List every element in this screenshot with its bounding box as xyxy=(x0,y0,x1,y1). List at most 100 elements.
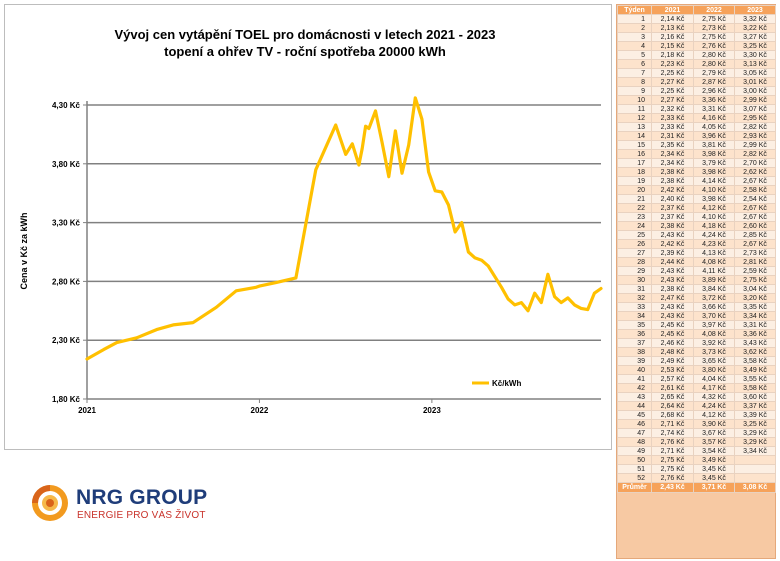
price-cell: 2,76 Kč xyxy=(693,41,735,51)
price-cell: 2,27 Kč xyxy=(651,77,694,87)
price-cell: 2,37 Kč xyxy=(651,203,694,213)
week-cell: 12 xyxy=(617,113,652,123)
price-cell: 3,57 Kč xyxy=(693,437,735,447)
table-row: 7 2,25 Kč 2,79 Kč 3,05 Kč xyxy=(617,68,776,78)
price-cell: 2,73 Kč xyxy=(734,248,776,258)
price-cell: 3,79 Kč xyxy=(693,158,735,168)
price-cell: 2,35 Kč xyxy=(651,140,694,150)
price-cell: 3,36 Kč xyxy=(693,95,735,105)
price-cell: 3,81 Kč xyxy=(693,140,735,150)
table-row: 22 2,37 Kč 4,12 Kč 2,67 Kč xyxy=(617,203,776,213)
price-cell: 2,38 Kč xyxy=(651,167,694,177)
price-cell: 4,24 Kč xyxy=(693,401,735,411)
price-cell: 2,61 Kč xyxy=(651,383,694,393)
price-cell: 3,89 Kč xyxy=(693,275,735,285)
price-cell: 2,15 Kč xyxy=(651,41,694,51)
price-cell: 4,08 Kč xyxy=(693,257,735,267)
price-cell: 2,70 Kč xyxy=(734,158,776,168)
table-row: 48 2,76 Kč 3,57 Kč 3,29 Kč xyxy=(617,437,776,447)
week-cell: 19 xyxy=(617,176,652,186)
table-row: 23 2,37 Kč 4,10 Kč 2,67 Kč xyxy=(617,212,776,222)
price-cell: 2,81 Kč xyxy=(734,257,776,267)
price-cell: 4,11 Kč xyxy=(693,266,735,276)
table-row: 9 2,25 Kč 2,96 Kč 3,00 Kč xyxy=(617,86,776,96)
series-line-0 xyxy=(85,96,603,361)
table-row: 44 2,64 Kč 4,24 Kč 3,37 Kč xyxy=(617,401,776,411)
price-cell: 3,37 Kč xyxy=(734,401,776,411)
price-cell: 2,95 Kč xyxy=(734,113,776,123)
week-cell: 40 xyxy=(617,365,652,375)
price-cell: 2,99 Kč xyxy=(734,140,776,150)
price-cell: 3,34 Kč xyxy=(734,446,776,456)
price-cell: 3,43 Kč xyxy=(734,338,776,348)
week-cell: 42 xyxy=(617,383,652,393)
week-cell: 4 xyxy=(617,41,652,51)
table-row: 33 2,43 Kč 3,66 Kč 3,35 Kč xyxy=(617,302,776,312)
price-cell: 3,45 Kč xyxy=(693,473,735,483)
legend-label: Kč/kWh xyxy=(492,379,521,388)
week-cell: 25 xyxy=(617,230,652,240)
week-cell: 48 xyxy=(617,437,652,447)
price-cell: 2,67 Kč xyxy=(734,239,776,249)
header-2022: 2022 xyxy=(693,5,735,15)
price-cell: 2,76 Kč xyxy=(651,473,694,483)
price-cell: 2,47 Kč xyxy=(651,293,694,303)
axes xyxy=(83,101,601,403)
price-cell: 4,10 Kč xyxy=(693,185,735,195)
price-cell: 3,04 Kč xyxy=(734,284,776,294)
price-cell: 2,25 Kč xyxy=(651,68,694,78)
price-cell: 2,75 Kč xyxy=(734,275,776,285)
week-cell: 14 xyxy=(617,131,652,141)
x-tick-label: 2021 xyxy=(78,406,96,415)
price-cell xyxy=(734,473,776,483)
price-cell: 2,53 Kč xyxy=(651,365,694,375)
week-cell: 33 xyxy=(617,302,652,312)
price-cell: 4,32 Kč xyxy=(693,392,735,402)
week-cell: 20 xyxy=(617,185,652,195)
price-cell: 2,75 Kč xyxy=(693,32,735,42)
table-row: 24 2,38 Kč 4,18 Kč 2,60 Kč xyxy=(617,221,776,231)
price-cell: 2,40 Kč xyxy=(651,194,694,204)
week-cell: 39 xyxy=(617,356,652,366)
price-cell: 2,42 Kč xyxy=(651,239,694,249)
table-row: 50 2,75 Kč 3,49 Kč xyxy=(617,455,776,465)
price-cell: 3,49 Kč xyxy=(693,455,735,465)
week-cell: 34 xyxy=(617,311,652,321)
x-tick-label: 2023 xyxy=(423,406,441,415)
table-row: 8 2,27 Kč 2,87 Kč 3,01 Kč xyxy=(617,77,776,87)
price-cell: 2,80 Kč xyxy=(693,50,735,60)
table-row: 2 2,13 Kč 2,73 Kč 3,22 Kč xyxy=(617,23,776,33)
week-cell: 2 xyxy=(617,23,652,33)
price-cell: 3,55 Kč xyxy=(734,374,776,384)
price-cell: 3,65 Kč xyxy=(693,356,735,366)
tick-labels: 1,80 Kč 2,30 Kč 2,80 Kč 3,30 Kč 3,80 Kč 4,30 … xyxy=(52,101,441,415)
price-cell: 4,13 Kč xyxy=(693,248,735,258)
grid-lines xyxy=(87,104,601,341)
price-cell: 2,42 Kč xyxy=(651,185,694,195)
price-cell: 2,27 Kč xyxy=(651,95,694,105)
company-logo: NRG GROUP ENERGIE PRO VÁS ŽIVOT xyxy=(30,483,250,527)
price-cell: 3,00 Kč xyxy=(734,86,776,96)
table-row: 11 2,32 Kč 3,31 Kč 3,07 Kč xyxy=(617,104,776,114)
price-cell: 3,30 Kč xyxy=(734,50,776,60)
header-week: Týden xyxy=(617,5,652,15)
week-cell: 49 xyxy=(617,446,652,456)
price-cell: 3,05 Kč xyxy=(734,68,776,78)
price-cell: 2,38 Kč xyxy=(651,221,694,231)
y-axis-label: Cena v Kč za kWh xyxy=(19,212,29,289)
table-row: 12 2,33 Kč 4,16 Kč 2,95 Kč xyxy=(617,113,776,123)
week-cell: 10 xyxy=(617,95,652,105)
table-row: 51 2,75 Kč 3,45 Kč xyxy=(617,464,776,474)
price-cell: 2,71 Kč xyxy=(651,419,694,429)
week-cell: 36 xyxy=(617,329,652,339)
price-cell: 2,68 Kč xyxy=(651,410,694,420)
price-cell: 3,54 Kč xyxy=(693,446,735,456)
week-cell: 47 xyxy=(617,428,652,438)
price-cell: 3,60 Kč xyxy=(734,392,776,402)
table-row: 1 2,14 Kč 2,75 Kč 3,32 Kč xyxy=(617,14,776,24)
table-row: 47 2,74 Kč 3,67 Kč 3,29 Kč xyxy=(617,428,776,438)
table-footer-average: Průměr 2,43 Kč 3,71 Kč 3,08 Kč xyxy=(617,482,776,493)
price-cell: 3,84 Kč xyxy=(693,284,735,294)
price-cell: 3,58 Kč xyxy=(734,356,776,366)
price-cell: 2,75 Kč xyxy=(651,455,694,465)
